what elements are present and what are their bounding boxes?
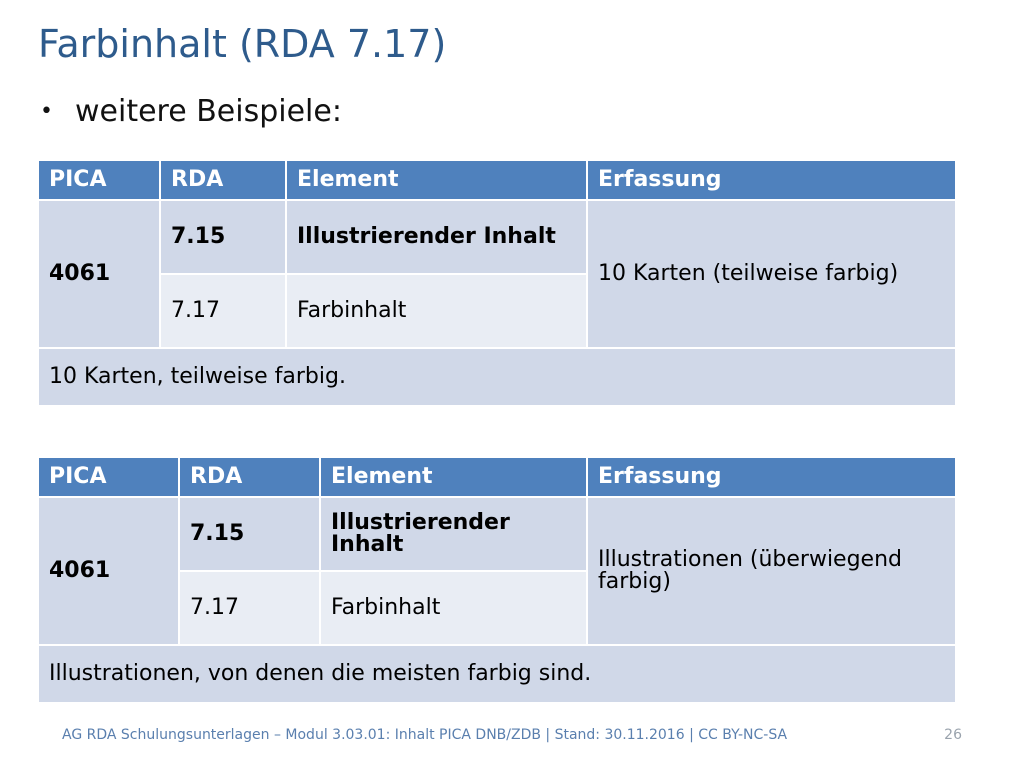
bullet-dot-icon: • <box>40 99 53 124</box>
pica-cell: 4061 <box>37 496 180 646</box>
pica-cell: 4061 <box>37 199 161 349</box>
header-rda: RDA <box>159 159 287 201</box>
header-pica: PICA <box>37 159 161 201</box>
header-element: Element <box>285 159 588 201</box>
slide-title: Farbinhalt (RDA 7.17) <box>38 22 447 66</box>
bullet-item: • weitere Beispiele: <box>40 94 342 129</box>
slide-footer: AG RDA Schulungsunterlagen – Modul 3.03.… <box>62 727 788 743</box>
bullet-text: weitere Beispiele: <box>74 94 342 129</box>
result-cell: 10 Karten, teilweise farbig. <box>37 347 957 407</box>
header-erfassung: Erfassung <box>586 456 957 498</box>
result-cell: Illustrationen, von denen die meisten fa… <box>37 644 957 704</box>
rda-cell: 7.17 <box>159 273 287 349</box>
element-cell: Farbinhalt <box>319 570 588 646</box>
header-erfassung: Erfassung <box>586 159 957 201</box>
erfassung-cell: Illustrationen (überwiegend farbig) <box>586 496 957 646</box>
table-header-row: PICA RDA Element Erfassung <box>37 159 957 201</box>
header-element: Element <box>319 456 588 498</box>
example-table-1: PICA RDA Element Erfassung 4061 7.15 Ill… <box>37 159 957 407</box>
rda-cell: 7.15 <box>178 496 321 572</box>
element-cell: Farbinhalt <box>285 273 588 349</box>
rda-cell: 7.15 <box>159 199 287 275</box>
result-row: 10 Karten, teilweise farbig. <box>37 347 957 407</box>
table-row: 7.17 Farbinhalt <box>38 273 956 349</box>
element-cell: Illustrierender Inhalt <box>285 199 588 275</box>
header-rda: RDA <box>178 456 321 498</box>
example-table-2: PICA RDA Element Erfassung 4061 7.15 Ill… <box>37 456 957 704</box>
element-cell: Illustrierender Inhalt <box>319 496 588 572</box>
table-header-row: PICA RDA Element Erfassung <box>37 456 957 498</box>
table-row: 4061 7.15 Illustrierender Inhalt Illustr… <box>37 496 957 646</box>
result-row: Illustrationen, von denen die meisten fa… <box>37 644 957 704</box>
rda-cell: 7.17 <box>178 570 321 646</box>
header-pica: PICA <box>37 456 180 498</box>
table-row: 4061 7.15 Illustrierender Inhalt 10 Kart… <box>37 199 957 349</box>
table-row: 7.17 Farbinhalt <box>38 570 956 646</box>
page-number: 26 <box>944 727 962 743</box>
erfassung-cell: 10 Karten (teilweise farbig) <box>586 199 957 349</box>
